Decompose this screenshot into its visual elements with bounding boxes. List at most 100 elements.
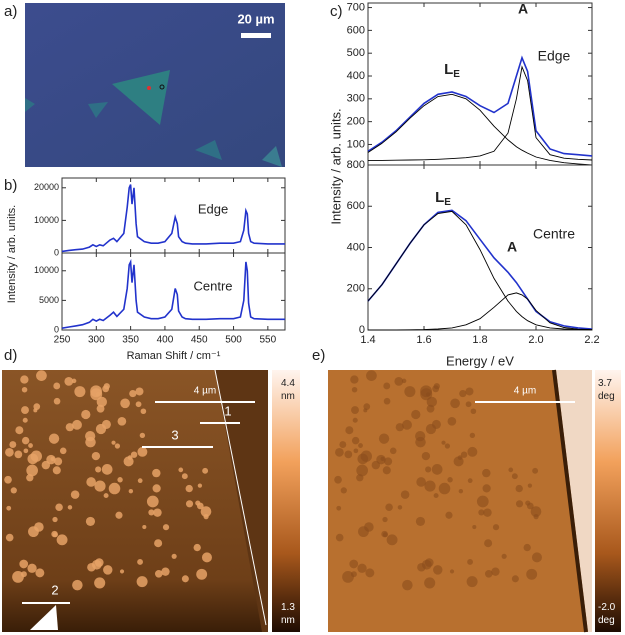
flake [103, 493, 109, 499]
panel-label: a) [4, 3, 17, 20]
flake [148, 509, 155, 516]
flake [482, 484, 491, 493]
flake [201, 552, 212, 563]
flake [178, 467, 184, 473]
flake [353, 448, 359, 454]
flake [171, 553, 177, 559]
panel-label: c) [330, 3, 343, 20]
flake [85, 436, 96, 448]
marker [147, 86, 151, 90]
flake [450, 398, 460, 409]
flake [356, 474, 364, 482]
flake [400, 490, 410, 499]
annotation: Edge [538, 48, 571, 64]
flake [402, 419, 412, 430]
panel-label: b) [4, 177, 17, 194]
flake [386, 534, 398, 546]
series-line [368, 65, 593, 161]
x-tick-label: 550 [260, 335, 277, 346]
y-tick-label: 200 [347, 116, 365, 128]
afm-height-image: 4 µm 1 3 2 [2, 369, 268, 632]
flake [20, 375, 29, 384]
flake [55, 503, 63, 511]
flake [349, 559, 359, 569]
flake [460, 451, 468, 458]
flake [203, 514, 209, 520]
series-line [61, 258, 285, 329]
flake [117, 477, 123, 483]
flake [380, 456, 385, 461]
panel-label: d) [4, 347, 17, 364]
y-tick-label: 300 [347, 93, 365, 105]
flake [378, 433, 390, 444]
flake [394, 376, 404, 386]
flake [181, 575, 189, 583]
flake [438, 482, 451, 495]
y-tick-label: 5000 [39, 295, 59, 305]
y-tick-label: 20000 [34, 182, 59, 192]
flake [467, 559, 473, 565]
panel-label: e) [312, 347, 325, 364]
flake [28, 526, 39, 538]
colorbar-unit: nm [281, 615, 295, 626]
flake [95, 423, 107, 435]
flake [508, 467, 514, 473]
flake [108, 482, 121, 495]
flake [74, 386, 86, 398]
flake [404, 386, 416, 398]
y-tick-label: 0 [359, 324, 365, 336]
flake [6, 505, 12, 511]
flake [87, 562, 96, 572]
x-tick-label: 500 [225, 335, 242, 346]
flake [59, 447, 67, 455]
flake [152, 468, 161, 478]
flake [467, 478, 473, 484]
flake [72, 579, 83, 591]
flake [114, 443, 121, 449]
substrate-region [556, 370, 592, 632]
flake [111, 440, 116, 445]
flake [424, 480, 436, 492]
flake [28, 443, 33, 448]
afm-phase-image: 4 µm [328, 369, 592, 633]
flake [200, 506, 212, 517]
flake [360, 450, 372, 462]
flake [185, 484, 193, 493]
flake [102, 385, 110, 393]
flake [467, 446, 478, 457]
flake [415, 436, 426, 448]
x-tick-label: 1.4 [360, 334, 375, 346]
flake [401, 378, 407, 384]
flake [491, 567, 500, 576]
colorbar-unit: nm [281, 391, 295, 402]
flake [384, 457, 393, 466]
flake [478, 509, 485, 516]
flake [352, 417, 358, 423]
profile-label: 3 [171, 427, 178, 442]
flake [65, 423, 74, 432]
annotation: A [518, 1, 528, 17]
annotation: LE [444, 61, 460, 80]
flake [129, 389, 137, 398]
annotation-text: L [444, 61, 453, 78]
y-tick-label: 800 [347, 159, 365, 171]
annotation-subscript: E [453, 69, 460, 80]
flake [515, 500, 524, 508]
x-axis-label: Energy / eV [446, 353, 514, 368]
flake [382, 516, 388, 523]
y-tick-label: 700 [347, 1, 365, 13]
flake [139, 432, 146, 439]
flake [431, 463, 443, 475]
flake [389, 447, 397, 455]
flake [469, 432, 476, 439]
flake [397, 505, 403, 510]
flake [127, 455, 133, 460]
x-tick-label: 400 [157, 335, 174, 346]
flake [426, 404, 435, 413]
flake [501, 553, 507, 559]
flake [136, 576, 148, 588]
flake [342, 571, 354, 583]
flake [154, 569, 163, 578]
x-tick-label: 450 [191, 335, 208, 346]
